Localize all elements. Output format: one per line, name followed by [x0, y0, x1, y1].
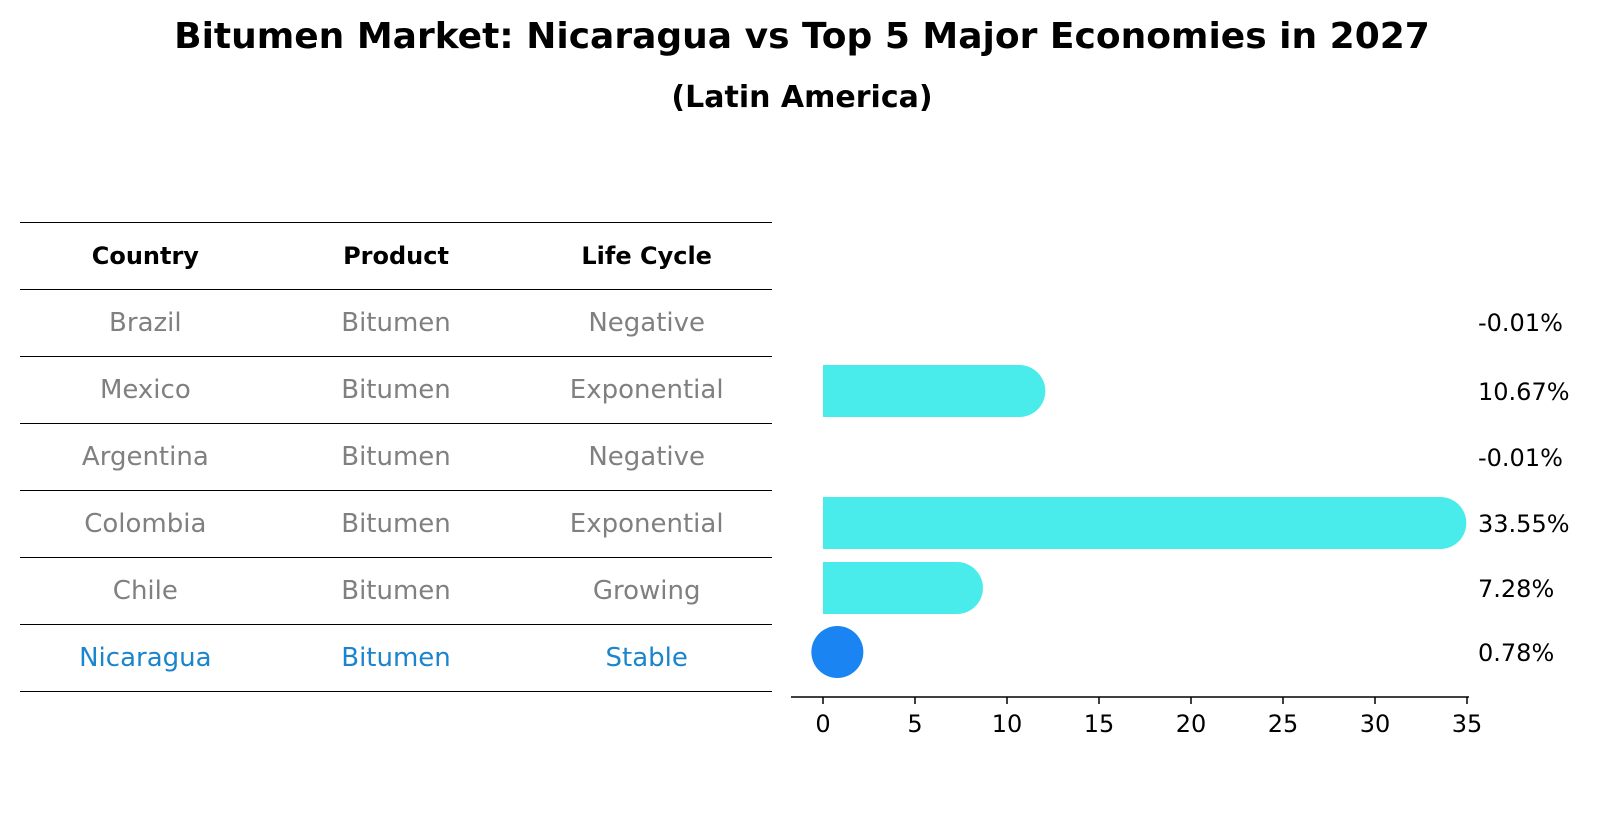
x-tick-label: 10	[992, 710, 1023, 738]
x-tick-label: 20	[1176, 710, 1207, 738]
country-cell: Argentina	[81, 442, 209, 472]
product-cell: Bitumen	[341, 643, 451, 673]
life-cycle-cell: Stable	[605, 643, 688, 673]
x-tick-label: 35	[1452, 710, 1483, 738]
life-cycle-cell: Exponential	[569, 375, 724, 405]
table-row: Chile Bitumen Growing	[20, 558, 772, 625]
data-label: -0.01%	[1478, 444, 1563, 472]
x-tick-label: 30	[1360, 710, 1391, 738]
country-cell: Mexico	[99, 375, 191, 405]
data-table: Country Product Life Cycle Brazil Bitume…	[20, 222, 772, 692]
bar	[823, 497, 1467, 549]
country-cell: Brazil	[109, 308, 182, 338]
x-tick-label: 15	[1084, 710, 1115, 738]
data-label: 33.55%	[1478, 510, 1570, 538]
x-tick-label: 5	[907, 710, 922, 738]
data-label: 0.78%	[1478, 639, 1554, 667]
table-row: Colombia Bitumen Exponential	[20, 491, 772, 558]
table-header-row: Country Product Life Cycle	[20, 222, 772, 290]
life-cycle-cell: Negative	[588, 442, 706, 472]
product-cell: Bitumen	[341, 576, 451, 606]
product-cell: Bitumen	[341, 375, 451, 405]
header-product: Product	[343, 242, 449, 270]
table-row-highlight: Nicaragua Bitumen Stable	[20, 625, 772, 692]
chart-subtitle: (Latin America)	[671, 80, 933, 115]
table-row: Mexico Bitumen Exponential	[20, 357, 772, 424]
header-life-cycle: Life Cycle	[581, 242, 712, 270]
data-label: 10.67%	[1478, 378, 1570, 406]
table-row: Brazil Bitumen Negative	[20, 290, 772, 357]
country-cell: Chile	[112, 576, 178, 606]
data-label: 7.28%	[1478, 575, 1554, 603]
product-cell: Bitumen	[341, 509, 451, 539]
bar-highlight	[811, 626, 864, 678]
x-tick-label: 0	[815, 710, 830, 738]
life-cycle-cell: Exponential	[569, 509, 724, 539]
bar	[823, 365, 1046, 417]
country-cell: Nicaragua	[79, 643, 212, 673]
chart-title: Bitumen Market: Nicaragua vs Top 5 Major…	[174, 16, 1430, 57]
product-cell: Bitumen	[341, 442, 451, 472]
data-label: -0.01%	[1478, 309, 1563, 337]
country-cell: Colombia	[84, 509, 207, 539]
product-cell: Bitumen	[341, 308, 451, 338]
table-row: Argentina Bitumen Negative	[20, 424, 772, 491]
bar	[823, 562, 983, 614]
x-tick-label: 25	[1268, 710, 1299, 738]
header-country: Country	[91, 242, 199, 270]
life-cycle-cell: Growing	[592, 576, 701, 606]
life-cycle-cell: Negative	[588, 308, 706, 338]
